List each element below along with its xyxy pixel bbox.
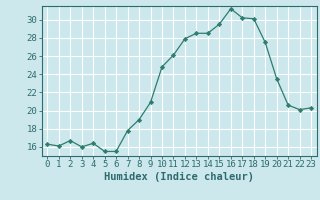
X-axis label: Humidex (Indice chaleur): Humidex (Indice chaleur) (104, 172, 254, 182)
